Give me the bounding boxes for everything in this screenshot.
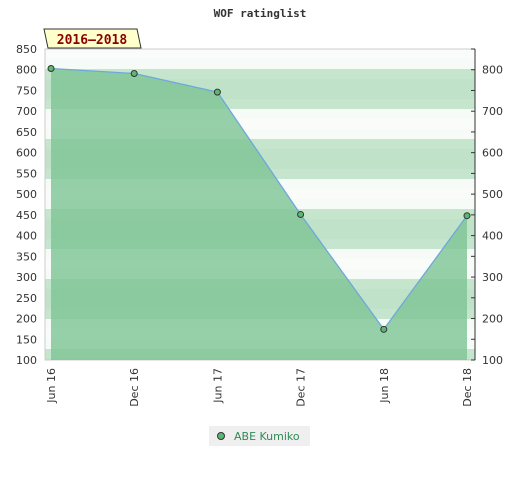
background-band [45, 129, 475, 139]
data-point [47, 64, 55, 72]
series-markers [47, 64, 471, 333]
period-badge-box [43, 28, 142, 49]
background-band [45, 99, 475, 109]
x-tick-label: Dec 16 [128, 368, 141, 407]
background-band [45, 69, 475, 79]
y-tick-label-left: 600 [16, 147, 37, 160]
y-tick-label-left: 450 [16, 209, 37, 222]
y-tick-label-right: 500 [482, 188, 503, 201]
background-band [45, 49, 475, 59]
y-tick-label-right: 300 [482, 271, 503, 284]
x-tick-label: Jun 18 [378, 368, 391, 404]
chart-title: WOF ratinglist [214, 7, 307, 20]
y-axis-left: 100 150 200 250 300 350 400 450 500 550 600 650 700 7… [16, 43, 37, 367]
y-tick-label-right: 700 [482, 105, 503, 118]
y-tick-label-right: 800 [482, 64, 503, 77]
y-tick-label-left: 700 [16, 105, 37, 118]
y-tick-label-left: 350 [16, 250, 37, 263]
y-tick-label-left: 150 [16, 333, 37, 346]
y-tick-label-left: 250 [16, 292, 37, 305]
y-tick-label-left: 500 [16, 188, 37, 201]
data-point [130, 69, 138, 77]
background-band [45, 139, 475, 149]
legend-box [209, 426, 310, 446]
y-tick-label-right: 600 [482, 147, 503, 160]
x-tick-label: Jun 17 [211, 368, 224, 404]
series-line [50, 67, 468, 331]
y-tick-label-left: 550 [16, 167, 37, 180]
legend[interactable]: ABE Kumiko [209, 426, 310, 446]
y-tick-label-left: 650 [16, 126, 37, 139]
period-badge: 2016–2018 [43, 28, 142, 49]
data-point [297, 210, 305, 218]
y-tick-label-left: 750 [16, 84, 37, 97]
x-tick-label: Dec 17 [295, 368, 308, 407]
x-axis: Jun 16 Dec 16 Jun 17 Dec 17 Jun 18 Dec 18 [45, 368, 474, 407]
y-tick-label-left: 300 [16, 271, 37, 284]
data-point [213, 88, 221, 96]
y-tick-label-left: 100 [16, 354, 37, 367]
background-band [45, 89, 475, 99]
data-point [380, 325, 388, 333]
background-band [45, 59, 475, 69]
y-axis-right: 100 200 300 400 500 600 700 800 [471, 48, 503, 367]
x-tick-label: Dec 18 [461, 368, 474, 407]
background-band [45, 119, 475, 129]
background-band [45, 109, 475, 119]
y-tick-label-right: 200 [482, 313, 503, 326]
period-badge-label: 2016–2018 [57, 33, 128, 48]
series-area [51, 68, 467, 361]
y-tick-label-right: 400 [482, 230, 503, 243]
legend-marker [217, 432, 225, 440]
y-tick-label-right: 100 [482, 354, 503, 367]
y-tick-label-left: 800 [16, 64, 37, 77]
y-tick-label-left: 200 [16, 313, 37, 326]
legend-label: ABE Kumiko [234, 430, 300, 443]
x-tick-label: Jun 16 [45, 368, 58, 404]
data-point [463, 212, 471, 220]
background-band [45, 79, 475, 89]
y-tick-label-left: 400 [16, 230, 37, 243]
y-tick-label-left: 850 [16, 43, 37, 56]
